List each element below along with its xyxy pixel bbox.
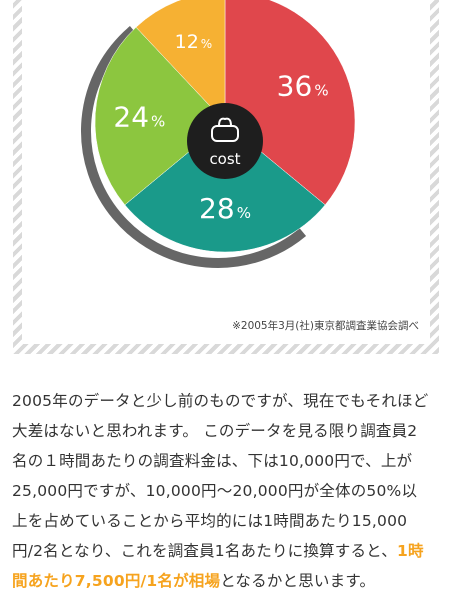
slice-value: 36: [277, 69, 313, 102]
slice-unit: %: [237, 204, 251, 222]
slice-label: 24%: [113, 101, 165, 134]
paragraph-line: 円/2名となり、これを調査員1名あたりに換算すると、1時: [12, 536, 440, 566]
pie-slice: [135, 0, 226, 123]
pie-slice: [94, 26, 226, 206]
body-paragraph: 2005年のデータと少し前のものですが、現在でもそれほど 大差はないと思われます…: [12, 386, 440, 596]
paragraph-line: 間あたり7,500円/1名が相場となるかと思います。: [12, 566, 440, 596]
paragraph-line: 大差はないと思われます。 このデータを見る限り調査員2: [12, 422, 418, 440]
slice-value: 28: [199, 192, 235, 225]
paragraph-line: 25,000円ですが、10,000円〜20,000円が全体の50%以: [12, 482, 418, 500]
paragraph-text: となるかと思います。: [220, 572, 376, 590]
slice-label: 12%: [175, 31, 213, 53]
pie-chart: 36 %28 %24 %12 %cost: [81, 0, 356, 268]
figure-inner: 36% 28% 24% 12% cost ※2005年3月(社)東京都調査業協会調べ: [22, 0, 430, 344]
paragraph-line: 名の１時間あたりの調査料金は、下は10,000円で、上が: [12, 452, 413, 470]
slice-unit: %: [201, 37, 212, 51]
pie-shadow-arc: [81, 26, 307, 268]
center-label: cost: [209, 150, 240, 168]
slice-label: 28%: [199, 192, 251, 225]
price-highlight: 1時: [396, 542, 424, 560]
slice-value: 24: [113, 101, 149, 134]
source-note: ※2005年3月(社)東京都調査業協会調べ: [232, 320, 419, 332]
figure-frame: 36% 28% 24% 12% cost ※2005年3月(社)東京都調査業協会調べ: [13, 0, 439, 354]
slice-unit: %: [314, 81, 328, 99]
purse-icon: [211, 125, 239, 142]
pie-slice: [224, 0, 356, 206]
paragraph-text: 円/2名となり、これを調査員1名あたりに換算すると、: [12, 542, 397, 560]
price-highlight: 間あたり7,500円/1名が相場: [12, 572, 221, 590]
purse-clasp-icon: [218, 117, 232, 127]
slice-label: 36%: [277, 69, 329, 102]
slice-value: 12: [175, 31, 199, 53]
paragraph-line: 上を占めていることから平均的には1時間あたり15,000: [12, 512, 408, 530]
pie-slice: [124, 121, 326, 253]
paragraph-line: 2005年のデータと少し前のものですが、現在でもそれほど: [12, 392, 429, 410]
slice-unit: %: [151, 113, 165, 131]
